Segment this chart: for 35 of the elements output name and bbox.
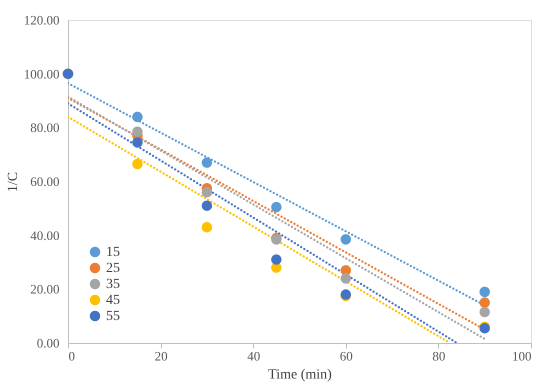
y-tick-label: 0.00 xyxy=(36,336,60,350)
point xyxy=(132,137,143,148)
y-axis-title: 1/C xyxy=(6,172,21,192)
x-tick-label: 100 xyxy=(512,348,532,364)
point xyxy=(479,297,490,308)
point xyxy=(479,306,490,318)
point xyxy=(202,200,212,211)
point xyxy=(340,234,352,245)
point xyxy=(132,112,143,122)
y-tick-label: 40.00 xyxy=(30,228,60,243)
point xyxy=(340,273,352,284)
point xyxy=(132,158,143,170)
point xyxy=(202,157,212,168)
legend-label: 15 xyxy=(106,245,120,260)
legend-label: 35 xyxy=(106,277,120,292)
y-tick-label: 100.00 xyxy=(24,66,60,82)
x-axis-title: Time (min) xyxy=(268,368,332,382)
x-tick-label: 20 xyxy=(154,348,168,364)
y-tick-label: 80.00 xyxy=(30,120,60,136)
point xyxy=(202,187,212,198)
x-tick-label: 0 xyxy=(68,348,75,364)
y-tick-label: 120.00 xyxy=(24,12,60,28)
x-tick-label: 60 xyxy=(340,348,353,364)
point xyxy=(479,286,490,298)
point xyxy=(202,222,212,232)
point xyxy=(271,254,282,265)
point xyxy=(271,202,282,212)
y-tick-label: 60.00 xyxy=(30,174,60,189)
point xyxy=(132,126,143,137)
x-tick-label: 80 xyxy=(432,348,446,364)
legend-label: 45 xyxy=(106,293,120,308)
x-tick-label: 40 xyxy=(247,348,260,364)
legend-label: 55 xyxy=(106,309,120,324)
legend-label: 25 xyxy=(106,261,120,276)
y-tick-label: 20.00 xyxy=(30,282,60,297)
